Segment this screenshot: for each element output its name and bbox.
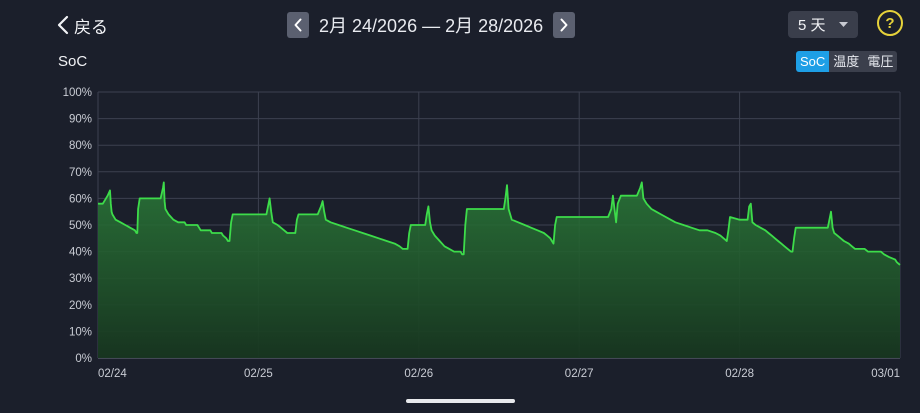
metric-tabs: SoC 温度 電圧 [796,51,898,72]
tab-soc[interactable]: SoC [796,51,830,72]
help-symbol: ? [885,14,895,32]
tab-temperature[interactable]: 温度 [829,51,864,72]
x-tick-label: 02/27 [565,368,594,380]
x-tick-label: 02/28 [725,368,754,380]
chevron-right-icon [560,18,568,31]
y-tick-label: 70% [69,167,92,179]
y-tick-label: 20% [69,300,92,312]
previous-range-button[interactable] [287,11,309,38]
chevron-left-icon [57,15,69,35]
y-tick-label: 100% [63,87,92,99]
x-tick-label: 02/24 [98,368,127,380]
soc-area [98,182,900,358]
range-select-value: 5 天 [798,17,826,34]
chart-title: SoC [58,53,88,70]
y-tick-label: 0% [75,353,92,365]
chevron-left-icon [294,18,302,31]
back-button[interactable]: 戻る [56,12,108,38]
help-icon[interactable]: ? [877,10,903,36]
soc-line [98,181,901,266]
y-tick-label: 80% [69,140,92,152]
tab-voltage[interactable]: 電圧 [863,51,898,72]
range-select[interactable]: 5 天 [788,11,858,38]
y-tick-label: 90% [69,114,92,126]
next-range-button[interactable] [553,11,576,38]
x-tick-label: 02/26 [404,368,433,380]
back-label: 戻る [74,17,108,37]
y-tick-label: 50% [69,220,92,232]
x-tick-label: 03/01 [871,368,900,380]
x-tick-label: 02/25 [244,368,273,380]
date-range-label: 2月 24/2026 — 2月 28/2026 [319,15,544,36]
y-tick-label: 60% [69,193,92,205]
y-tick-label: 30% [69,273,92,285]
date-navigator: 2月 24/2026 — 2月 28/2026 [287,11,576,38]
y-tick-label: 10% [69,326,92,338]
caret-down-icon [839,22,848,27]
home-indicator [406,399,515,403]
y-tick-label: 40% [69,247,92,259]
